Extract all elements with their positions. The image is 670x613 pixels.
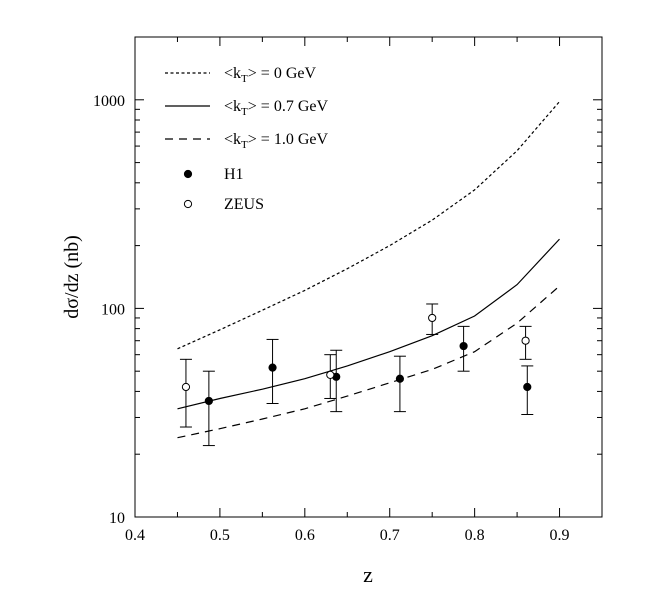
series-line-dotted xyxy=(177,101,560,350)
h1-point xyxy=(268,363,277,372)
axis-tick-labels: 0.4 0.5 0.6 0.7 0.8 0.9 10 100 1000 xyxy=(93,93,570,544)
h1-point xyxy=(459,341,468,351)
axis-ticks xyxy=(134,36,603,518)
h1-point xyxy=(395,374,405,383)
x-axis-label: z xyxy=(363,562,373,587)
zeus-point xyxy=(326,370,335,379)
series-layer xyxy=(177,101,560,439)
y-tick-label: 1000 xyxy=(93,93,125,110)
h1-point xyxy=(523,382,532,392)
legend-label: ZEUS xyxy=(224,196,264,213)
x-tick-label: 0.8 xyxy=(465,527,485,544)
legend: <kT> = 0 GeV <kT> = 0.7 GeV <kT> = 1.0 GeV… xyxy=(165,65,328,213)
x-tick-label: 0.9 xyxy=(550,527,570,544)
x-tick-label: 0.6 xyxy=(295,527,315,544)
zeus-point xyxy=(181,382,191,392)
y-axis-label: dσ/dz (nb) xyxy=(61,235,83,319)
h1-point xyxy=(204,396,213,406)
legend-label: H1 xyxy=(224,166,244,183)
points-layer xyxy=(179,303,534,447)
zeus-point xyxy=(428,313,437,323)
legend-label: <kT> = 1.0 GeV xyxy=(224,131,328,151)
y-tick-label: 10 xyxy=(109,510,125,527)
series-line-solid xyxy=(177,238,560,410)
x-tick-label: 0.5 xyxy=(210,527,230,544)
legend-label: <kT> = 0.7 GeV xyxy=(224,98,328,118)
plot-frame xyxy=(134,36,603,518)
legend-label: <kT> = 0 GeV xyxy=(224,65,316,85)
x-tick-label: 0.4 xyxy=(125,527,145,544)
series-line-dashed xyxy=(177,285,560,439)
legend-marker xyxy=(183,169,193,179)
zeus-point xyxy=(521,336,530,345)
legend-marker xyxy=(183,199,193,209)
y-tick-label: 100 xyxy=(101,301,125,318)
x-tick-label: 0.7 xyxy=(380,527,400,544)
